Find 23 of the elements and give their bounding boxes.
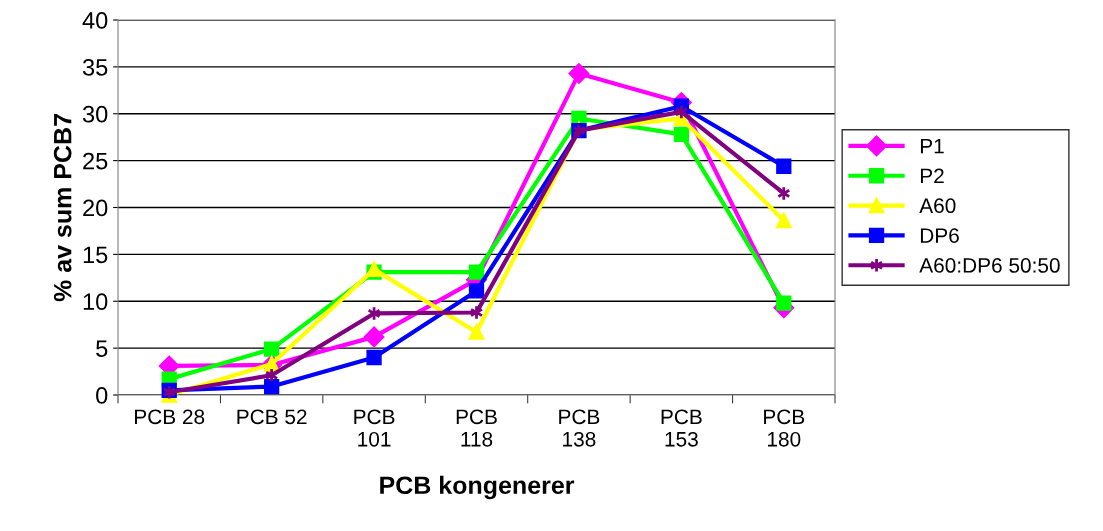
x-tick-label: PCB 28 [135, 409, 205, 425]
y-tick-label: 40 [82, 12, 108, 29]
x-axis-title: PCB kongenerer [380, 475, 575, 500]
y-tick-label: 30 [82, 105, 108, 123]
x-tick-label: PCB 101 [354, 409, 395, 447]
y-tick-label: 35 [82, 58, 108, 76]
y-tick-label: 10 [83, 293, 108, 311]
y-axis-title: % av sum PCB7 [53, 114, 72, 302]
x-tick-label: PCB 153 [661, 409, 702, 447]
legend-label: DP6 [920, 228, 959, 243]
y-tick-label: 25 [83, 152, 108, 170]
y-tick-label: 20 [83, 199, 108, 217]
legend-label: P1 [920, 138, 944, 154]
y-tick-label: 5 [96, 340, 108, 357]
legend-label: A60 [919, 198, 956, 214]
y-tick-label: 15 [83, 246, 108, 264]
x-tick-label: PCB 52 [237, 409, 307, 425]
x-tick-label: PCB 118 [456, 409, 497, 447]
x-tick-label: PCB 180 [764, 409, 805, 447]
x-tick-label: PCB 138 [559, 409, 600, 447]
legend-label: A60:DP6 50:50 [919, 258, 1060, 273]
legend-label: P2 [920, 168, 944, 184]
y-tick-label: 0 [96, 387, 108, 404]
